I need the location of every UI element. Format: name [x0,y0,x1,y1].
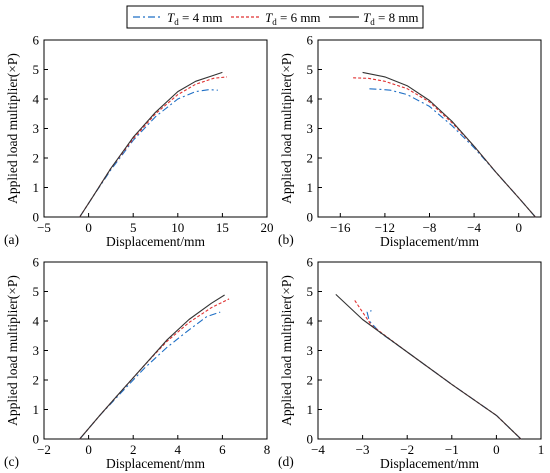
x-axis-label: Displacement/mm [106,456,205,471]
y-tick-label: 1 [33,180,40,195]
x-axis-label: Displacement/mm [380,456,479,471]
plot-frame [43,39,268,218]
series-line [335,293,522,440]
y-tick-label: 2 [307,373,314,388]
series-line [79,71,223,218]
x-tick-label: 10 [171,220,184,235]
y-tick-label: 6 [33,33,40,48]
x-tick-label: 20 [261,220,274,235]
y-tick-label: 0 [33,210,40,225]
series-line [79,294,225,440]
series-line [79,298,230,440]
y-tick-label: 3 [33,121,40,136]
x-tick-label: 0 [493,442,500,457]
legend-item: Td = 6 mm [231,10,321,27]
x-tick-label: −5 [37,220,51,235]
y-tick-label: 1 [307,180,314,195]
y-tick-label: 0 [33,432,40,447]
series-line [351,77,536,218]
x-tick-label: 0 [85,220,92,235]
chart-panel: 0 1 2 3 4 5 6 −4 −3 −2 −1 0 1 Displacement/mm Applied … [278,255,544,472]
x-tick-label: −2 [400,442,414,457]
plot-frame [43,261,268,440]
y-tick-label: 5 [33,284,40,299]
y-axis-label: Applied load multiplier(×P) [279,275,294,426]
x-tick-label: −8 [423,220,437,235]
y-tick-label: 3 [307,343,314,358]
series-line [362,71,536,218]
y-tick-label: 0 [307,210,314,225]
series-line [79,76,227,218]
y-tick-label: 2 [33,151,40,166]
x-tick-label: −3 [356,442,370,457]
plot-frame [317,261,542,440]
chart-panel: 0 1 2 3 4 5 6 −16 −12 −8 −4 0 Displacement/mm Applied… [278,33,542,249]
x-tick-label: 5 [130,220,137,235]
x-tick-label: 4 [175,442,182,457]
x-tick-label: 0 [515,220,522,235]
y-tick-label: 4 [33,92,40,107]
x-axis-label: Displacement/mm [380,234,479,249]
y-tick-label: 3 [307,121,314,136]
x-tick-label: 1 [538,442,545,457]
series-line [79,311,221,440]
x-tick-label: 0 [85,442,92,457]
panel-label: (a) [4,232,19,247]
panel-label: (b) [278,232,294,247]
x-tick-label: 6 [219,442,226,457]
x-tick-label: 15 [216,220,229,235]
y-tick-label: 4 [307,92,314,107]
x-tick-label: −4 [467,220,481,235]
y-tick-label: 6 [33,255,40,270]
y-tick-label: 6 [307,255,314,270]
legend-label: Td = 6 mm [265,10,321,27]
x-tick-label: 2 [130,442,137,457]
series-line [79,89,218,218]
plot-frame [317,39,542,218]
x-tick-label: −4 [311,442,325,457]
x-tick-label: −16 [330,220,351,235]
legend-box [126,5,424,29]
series-line [366,310,522,440]
y-tick-label: 5 [33,62,40,77]
x-tick-label: −12 [375,220,395,235]
y-tick-label: 4 [307,314,314,329]
y-tick-label: 1 [33,402,40,417]
y-tick-label: 6 [307,33,314,48]
y-tick-label: 5 [307,284,314,299]
x-tick-label: −1 [445,442,459,457]
legend-item: Td = 4 mm [133,10,223,27]
y-tick-label: 0 [307,432,314,447]
x-axis-label: Displacement/mm [106,234,205,249]
x-tick-label: −2 [37,442,51,457]
series-line [368,88,536,218]
y-tick-label: 4 [33,314,40,329]
y-tick-label: 2 [307,151,314,166]
y-tick-label: 1 [307,402,314,417]
y-axis-label: Applied load multiplier(×P) [5,275,20,426]
y-axis-label: Applied load multiplier(×P) [279,53,294,204]
y-tick-label: 5 [307,62,314,77]
legend: Td = 4 mm Td = 6 mm Td = 8 mm [126,5,424,29]
panel-label: (c) [4,454,19,469]
y-tick-label: 3 [33,343,40,358]
legend-label: Td = 4 mm [167,10,223,27]
panel-label: (d) [278,454,294,469]
legend-item: Td = 8 mm [329,10,419,27]
y-axis-label: Applied load multiplier(×P) [5,53,20,204]
x-tick-label: 8 [264,442,271,457]
series-line [353,298,522,440]
y-tick-label: 2 [33,373,40,388]
legend-label: Td = 8 mm [363,10,419,27]
